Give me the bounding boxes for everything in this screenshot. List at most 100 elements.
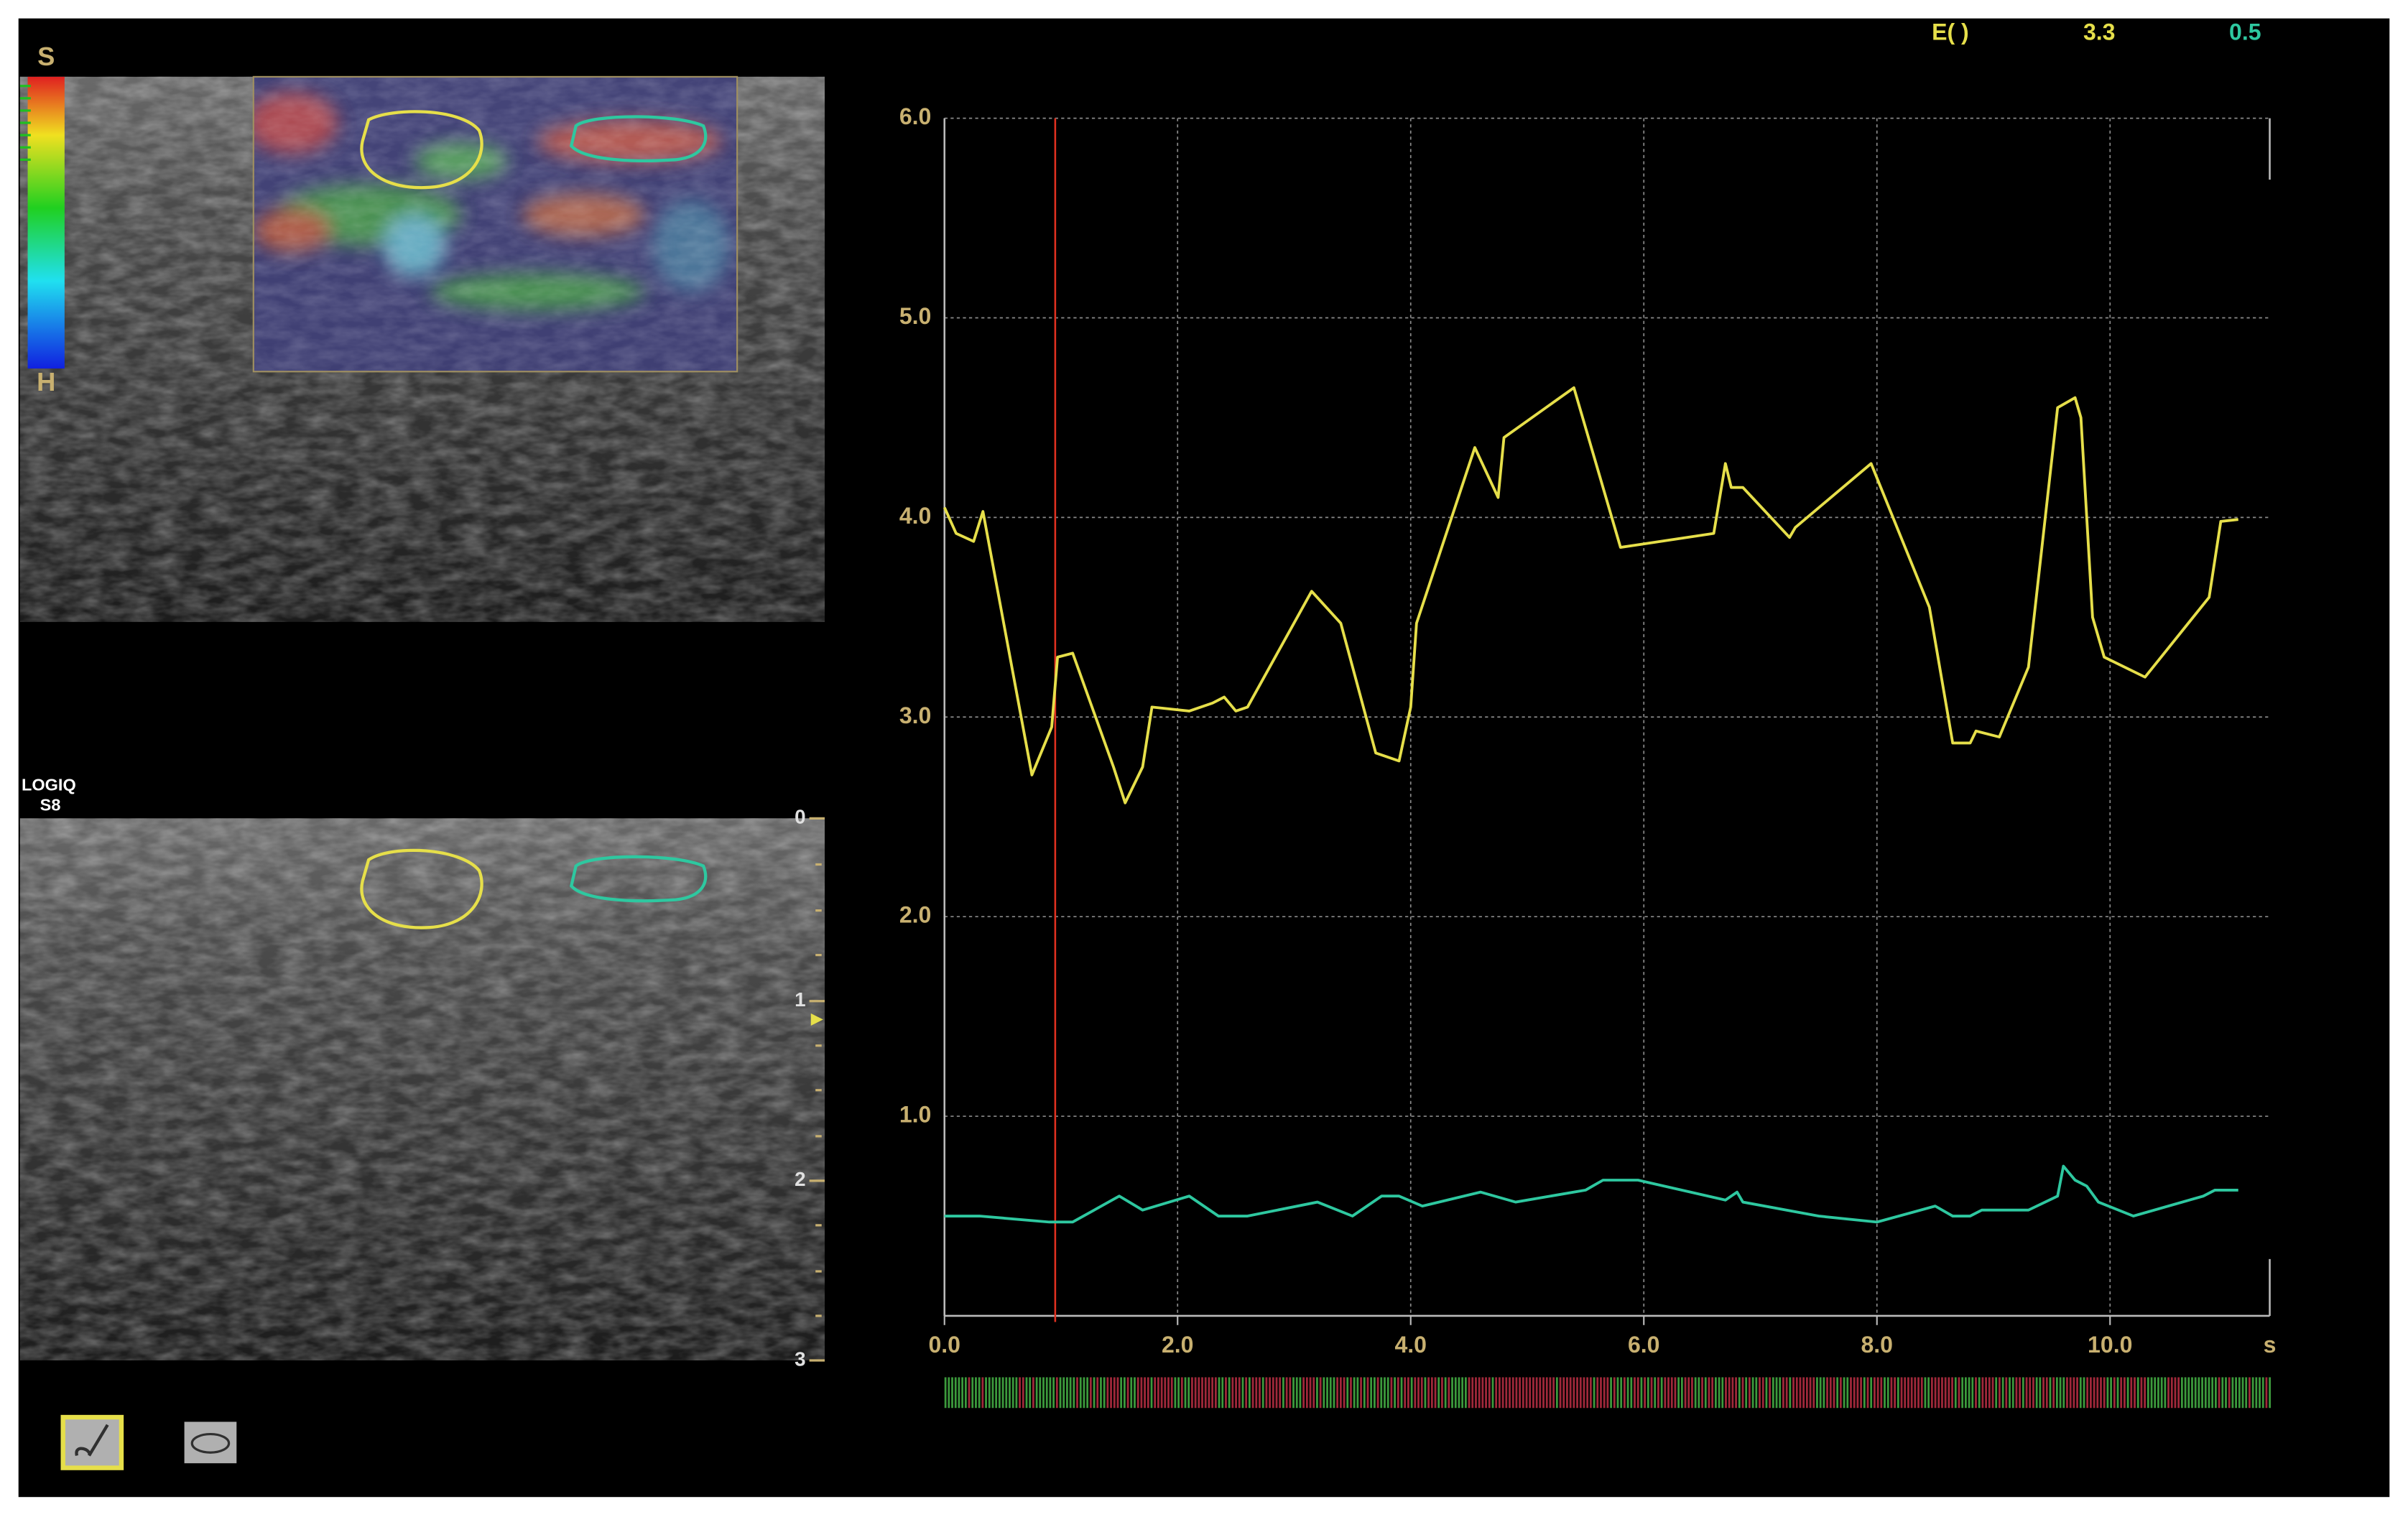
- frame-tick: [1478, 1377, 1481, 1409]
- frame-tick: [1759, 1377, 1761, 1409]
- frame-tick: [2093, 1377, 2096, 1409]
- frame-tick: [1755, 1377, 1758, 1409]
- frame-tick: [1144, 1377, 1146, 1409]
- frame-tick: [1009, 1377, 1011, 1409]
- ellipse-tool[interactable]: [184, 1421, 237, 1464]
- frame-tick: [1930, 1377, 1933, 1409]
- frame-tick: [1434, 1377, 1437, 1409]
- frame-tick: [1674, 1377, 1677, 1409]
- frame-tick: [954, 1377, 957, 1409]
- frame-tick: [1113, 1377, 1116, 1409]
- device-model: S8: [40, 795, 61, 814]
- frame-tick: [1606, 1377, 1609, 1409]
- frame-tick: [2032, 1377, 2034, 1409]
- frame-tick: [1309, 1377, 1312, 1409]
- frame-tick: [1444, 1377, 1447, 1409]
- frame-tick: [2215, 1377, 2217, 1409]
- frame-tick: [1944, 1377, 1947, 1409]
- x-tick-label: 4.0: [1394, 1332, 1427, 1358]
- frame-tick: [1863, 1377, 1866, 1409]
- frame-tick: [1184, 1377, 1187, 1409]
- frame-tick: [1032, 1377, 1034, 1409]
- frame-tick: [1346, 1377, 1349, 1409]
- frame-tick: [1221, 1377, 1224, 1409]
- frame-tick: [1569, 1377, 1572, 1409]
- frame-tick: [2251, 1377, 2254, 1409]
- frame-tick: [1704, 1377, 1707, 1409]
- frame-tick: [1235, 1377, 1237, 1409]
- frame-tick: [944, 1377, 947, 1409]
- frame-tick: [1386, 1377, 1389, 1409]
- frame-tick: [1468, 1377, 1471, 1409]
- frame-tick: [1160, 1377, 1163, 1409]
- frame-tick: [1694, 1377, 1697, 1409]
- scale-bottom-label: H: [37, 367, 55, 396]
- frame-tick: [1251, 1377, 1254, 1409]
- frame-tick: [1062, 1377, 1065, 1409]
- frame-tick: [1103, 1377, 1106, 1409]
- frame-tick: [1106, 1377, 1109, 1409]
- frame-tick: [995, 1377, 998, 1409]
- frame-tick: [2235, 1377, 2237, 1409]
- frame-tick: [1140, 1377, 1143, 1409]
- frame-tick: [1130, 1377, 1133, 1409]
- frame-tick: [1792, 1377, 1795, 1409]
- frame-tick: [1816, 1377, 1818, 1409]
- frame-tick: [1441, 1377, 1443, 1409]
- frame-tick: [1853, 1377, 1856, 1409]
- frame-tick: [1907, 1377, 1909, 1409]
- depth-label: 1: [795, 988, 805, 1011]
- frame-tick: [998, 1377, 1001, 1409]
- frame-tick: [2035, 1377, 2038, 1409]
- frame-tick: [1475, 1377, 1477, 1409]
- frame-tick: [1711, 1377, 1714, 1409]
- frame-tick: [1559, 1377, 1562, 1409]
- frame-tick: [2110, 1377, 2112, 1409]
- frame-tick: [1624, 1377, 1626, 1409]
- frame-tick: [1725, 1377, 1727, 1409]
- frame-tick: [1660, 1377, 1663, 1409]
- frame-tick: [1509, 1377, 1511, 1409]
- frame-tick: [1384, 1377, 1386, 1409]
- frame-tick: [1035, 1377, 1038, 1409]
- frame-tick: [1677, 1377, 1680, 1409]
- frame-tick: [1380, 1377, 1383, 1409]
- frame-tick: [978, 1377, 981, 1409]
- frame-tick: [1194, 1377, 1197, 1409]
- frame-tick: [1089, 1377, 1092, 1409]
- draw-tool[interactable]: [60, 1414, 124, 1470]
- frame-tick: [1532, 1377, 1534, 1409]
- frame-tick: [1417, 1377, 1420, 1409]
- frame-tick: [1134, 1377, 1136, 1409]
- readout-value: 3.3: [2083, 19, 2116, 45]
- frame-tick: [2184, 1377, 2187, 1409]
- frame-tick: [2259, 1377, 2261, 1409]
- frame-tick: [1555, 1377, 1558, 1409]
- frame-tick: [1231, 1377, 1234, 1409]
- frame-tick: [1505, 1377, 1508, 1409]
- frame-tick: [1535, 1377, 1538, 1409]
- frame-tick: [2150, 1377, 2153, 1409]
- frame-tick: [1390, 1377, 1393, 1409]
- frame-tick: [1305, 1377, 1308, 1409]
- frame-tick: [1499, 1377, 1501, 1409]
- frame-tick: [1566, 1377, 1568, 1409]
- frame-tick: [1782, 1377, 1784, 1409]
- frame-tick: [2164, 1377, 2167, 1409]
- frame-tick: [1279, 1377, 1282, 1409]
- frame-tick: [1323, 1377, 1325, 1409]
- frame-tick: [1846, 1377, 1849, 1409]
- frame-tick: [1485, 1377, 1487, 1409]
- frame-tick: [961, 1377, 964, 1409]
- frame-tick: [1894, 1377, 1897, 1409]
- frame-tick: [1880, 1377, 1883, 1409]
- frame-tick: [1150, 1377, 1153, 1409]
- frame-tick: [1400, 1377, 1403, 1409]
- frame-tick: [1427, 1377, 1430, 1409]
- frame-tick: [1721, 1377, 1724, 1409]
- frame-tick: [1856, 1377, 1859, 1409]
- frame-tick: [2157, 1377, 2159, 1409]
- frame-tick: [1884, 1377, 1886, 1409]
- frame-tick: [1914, 1377, 1917, 1409]
